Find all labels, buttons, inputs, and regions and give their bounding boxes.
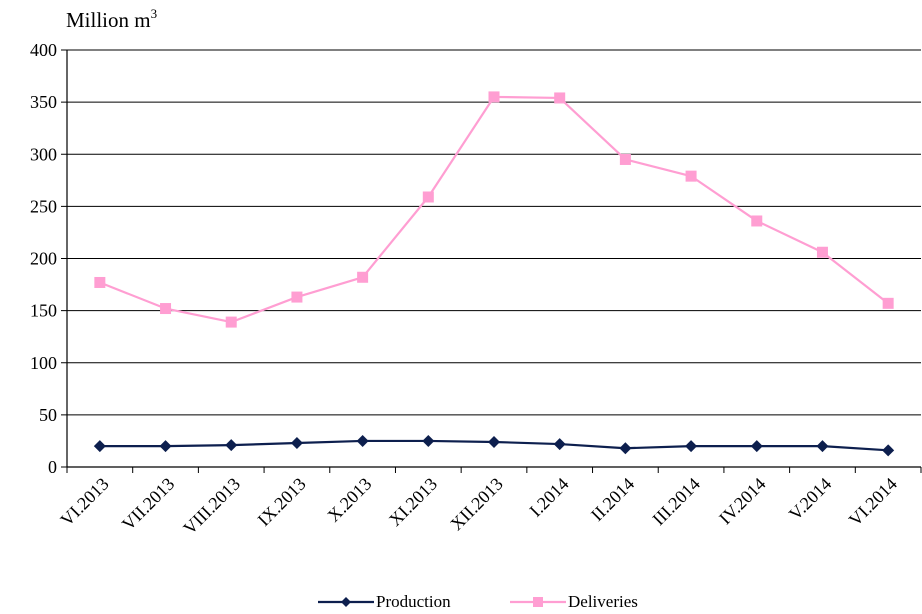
legend-label-deliveries: Deliveries: [568, 592, 638, 611]
x-tick-label: II.2014: [587, 474, 638, 525]
legend-label-production: Production: [376, 592, 451, 611]
legend-swatch-deliveries: [510, 597, 566, 607]
data-point-deliveries: [816, 246, 828, 258]
x-tick-label: VIII.2013: [179, 474, 244, 539]
data-point-deliveries: [882, 297, 894, 309]
data-point-production: [619, 442, 632, 455]
data-point-production: [422, 434, 435, 447]
x-tick-label: VI.2014: [845, 474, 901, 530]
data-point-production: [93, 440, 106, 453]
y-tick-label: 50: [39, 405, 57, 425]
data-point-production: [290, 437, 303, 450]
y-tick-label: 250: [30, 196, 57, 216]
x-tick-label: VI.2013: [56, 474, 112, 530]
data-point-production: [225, 439, 238, 452]
x-tick-label: I.2014: [525, 474, 572, 521]
y-tick-label: 400: [30, 40, 57, 60]
data-point-production: [488, 435, 500, 448]
x-tick-label: III.2014: [648, 474, 703, 529]
y-tick-label: 100: [30, 353, 57, 373]
x-tick-label: IV.2014: [715, 474, 770, 529]
data-point-deliveries: [94, 276, 106, 288]
data-point-deliveries: [225, 316, 237, 328]
data-point-deliveries: [554, 92, 566, 104]
x-tick-label: V.2014: [785, 474, 835, 524]
y-tick-label: 350: [30, 92, 57, 112]
data-point-production: [356, 434, 369, 447]
data-point-production: [882, 444, 895, 457]
x-tick-label: XII.2013: [446, 474, 506, 534]
data-point-deliveries: [619, 153, 631, 165]
legend: Production Deliveries: [0, 590, 922, 614]
data-point-deliveries: [160, 303, 172, 315]
y-tick-label: 200: [30, 249, 57, 269]
data-point-deliveries: [291, 291, 303, 303]
x-tick-label: VII.2013: [118, 474, 178, 534]
data-point-deliveries: [488, 91, 500, 103]
data-point-production: [159, 440, 172, 453]
y-axis-label-superscript: 3: [150, 6, 158, 21]
x-tick-label: X.2013: [323, 474, 375, 526]
data-point-production: [685, 440, 698, 453]
y-tick-label: 300: [30, 144, 57, 164]
series-line-deliveries: [99, 95, 889, 324]
y-axis-label-text: Million m: [66, 8, 151, 32]
legend-swatch-production: [318, 597, 374, 607]
data-point-deliveries: [685, 170, 697, 182]
y-tick-label: 0: [48, 457, 57, 477]
x-tick-label: XI.2013: [385, 474, 441, 530]
data-point-deliveries: [751, 215, 763, 227]
y-axis-label: Million m3: [66, 6, 157, 33]
data-point-production: [553, 438, 566, 451]
data-point-production: [750, 440, 763, 453]
y-tick-label: 150: [30, 301, 57, 321]
data-point-deliveries: [357, 271, 369, 283]
data-point-deliveries: [422, 191, 434, 203]
x-tick-label: IX.2013: [254, 474, 310, 530]
data-point-production: [816, 440, 829, 453]
